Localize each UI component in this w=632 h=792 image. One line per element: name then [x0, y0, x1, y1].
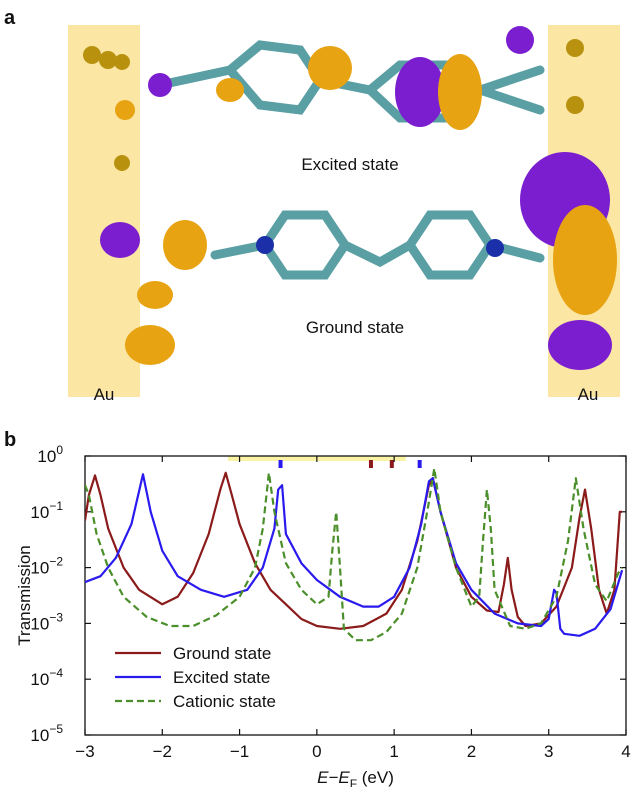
x-tick-label: −1 [230, 742, 249, 761]
gold-electrode [68, 25, 140, 397]
y-tick-exponent: −1 [49, 499, 63, 513]
y-tick-label: 100 [37, 443, 63, 466]
x-axis-label-main: E−E [317, 768, 350, 787]
y-tick-exponent: −4 [49, 666, 63, 680]
au-atoms [83, 39, 584, 171]
legend-label: Excited state [173, 668, 270, 687]
legend-label: Cationic state [173, 692, 276, 711]
state-label: Ground state [306, 318, 404, 337]
series-line [85, 467, 623, 642]
legend-label: Ground state [173, 644, 271, 663]
nitrogen [486, 239, 504, 257]
y-tick-label: 10−1 [30, 499, 63, 522]
state-label: Excited state [301, 155, 398, 174]
y-tick-label: 10−2 [30, 555, 63, 578]
y-tick-exponent: −2 [49, 555, 63, 569]
x-axis-label: E−EF (eV) [317, 768, 394, 787]
orbital-lobes [100, 26, 617, 370]
x-tick-label: 3 [544, 742, 553, 761]
level-marker [417, 460, 422, 468]
x-tick-label: 2 [467, 742, 476, 761]
y-tick-base: 10 [30, 726, 49, 745]
y-axis-label: Transmission [15, 545, 34, 645]
y-tick-base: 10 [30, 614, 49, 633]
y-tick-label: 10−5 [30, 722, 63, 745]
electrode-label: Au [578, 385, 599, 404]
x-tick-label: −2 [153, 742, 172, 761]
y-tick-base: 10 [37, 447, 56, 466]
x-tick-label: −3 [75, 742, 94, 761]
level-marker [368, 460, 373, 468]
electrode-label: Au [94, 385, 115, 404]
panel-a-illustration [68, 25, 620, 397]
x-tick-label: 4 [621, 742, 630, 761]
y-tick-exponent: −5 [49, 722, 63, 736]
series-line [85, 473, 624, 637]
series-line [85, 471, 623, 630]
level-marker [389, 460, 394, 468]
x-tick-label: 0 [312, 742, 321, 761]
x-axis-label-unit: (eV) [357, 768, 394, 787]
panel-label: b [4, 429, 16, 451]
y-tick-exponent: −3 [49, 610, 63, 624]
y-tick-base: 10 [30, 559, 49, 578]
y-tick-exponent: 0 [56, 443, 63, 457]
y-tick-base: 10 [30, 670, 49, 689]
plot-frame [84, 455, 627, 736]
panel-label: a [4, 7, 16, 29]
nitrogen [256, 236, 274, 254]
y-tick-base: 10 [30, 503, 49, 522]
level-marker [278, 460, 283, 468]
y-tick-label: 10−3 [30, 610, 63, 633]
y-tick-label: 10−4 [30, 666, 63, 689]
x-tick-label: 1 [389, 742, 398, 761]
x-axis-label-sub: F [350, 777, 357, 787]
